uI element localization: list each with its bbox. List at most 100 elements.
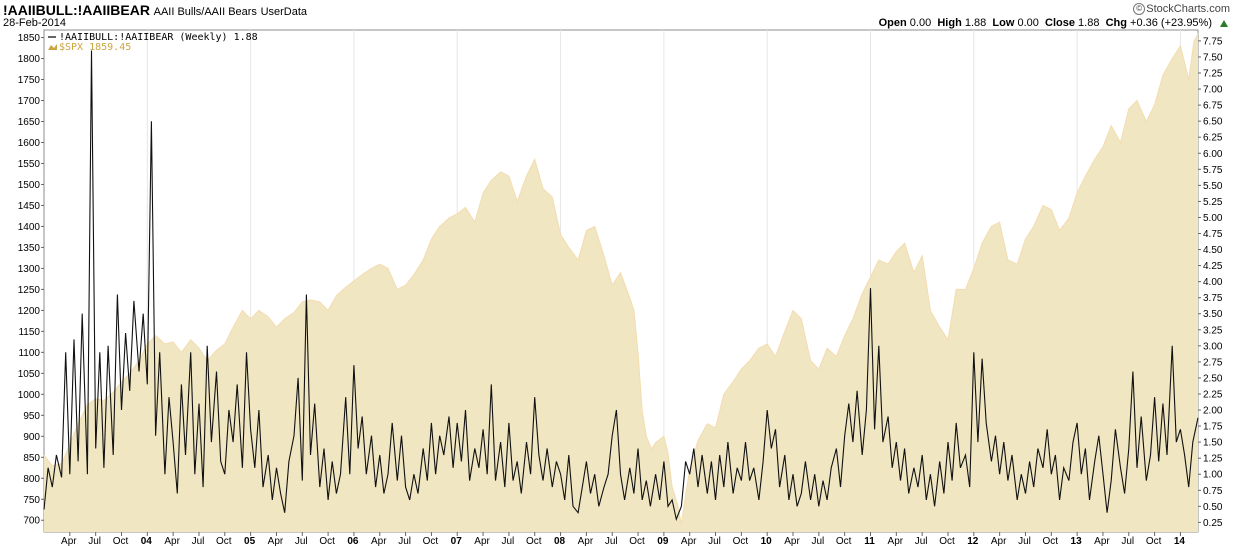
x-tick-label: 13 <box>1071 536 1083 546</box>
x-tick-label: Apr <box>888 536 904 546</box>
left-tick-label: 1500 <box>18 180 41 191</box>
chg-value: +0.36 (+23.95%) <box>1130 17 1212 29</box>
brand-text: StockCharts.com <box>1146 3 1230 15</box>
chg-label: Chg <box>1105 17 1127 29</box>
x-tick-label: Apr <box>268 536 284 546</box>
right-tick-label: 5.75 <box>1203 165 1223 176</box>
left-tick-label: 1350 <box>18 243 41 254</box>
copyright-icon: © <box>1133 3 1146 15</box>
x-tick-label: Oct <box>319 536 335 546</box>
left-tick-label: 1800 <box>18 54 41 65</box>
x-tick-label: Oct <box>216 536 232 546</box>
right-tick-label: 4.00 <box>1203 277 1223 288</box>
left-tick-label: 1150 <box>18 327 40 338</box>
x-tick-label: Jul <box>192 536 205 546</box>
x-tick-label: Apr <box>681 536 697 546</box>
right-tick-label: 5.25 <box>1203 197 1223 208</box>
right-tick-label: 2.25 <box>1203 389 1223 400</box>
left-tick-label: 1450 <box>18 201 41 212</box>
x-tick-label: Apr <box>1094 536 1110 546</box>
right-tick-label: 7.00 <box>1203 85 1223 96</box>
x-tick-label: Oct <box>526 536 542 546</box>
low-label: Low <box>992 17 1015 29</box>
right-tick-label: 6.50 <box>1203 117 1223 128</box>
left-tick-label: 1850 <box>18 33 41 44</box>
x-tick-label: Jul <box>502 536 515 546</box>
x-tick-label: Oct <box>939 536 955 546</box>
right-tick-label: 2.00 <box>1203 406 1223 417</box>
x-tick-label: Oct <box>836 536 852 546</box>
right-tick-label: 4.75 <box>1203 229 1223 240</box>
x-tick-label: Oct <box>1043 536 1059 546</box>
x-tick-label: 10 <box>761 536 773 546</box>
low-value: 0.00 <box>1017 17 1039 29</box>
left-axis: 700 750 800 850 900 950 1000 1050 1100 1150 1200 12… <box>18 33 44 527</box>
left-tick-label: 1750 <box>18 75 41 86</box>
x-tick-label: Jul <box>88 536 101 546</box>
x-tick-label: 08 <box>554 536 566 546</box>
legend: !AAIIBULL:!AAIIBEAR (Weekly) 1.88 $SPX 1… <box>48 32 258 53</box>
x-tick-label: 04 <box>141 536 153 546</box>
left-tick-label: 850 <box>23 453 40 464</box>
chart-title: !AAIIBULL:!AAIIBEAR AAII Bulls/AAII Bear… <box>3 2 307 18</box>
right-tick-label: 6.75 <box>1203 101 1223 112</box>
right-tick-label: 2.50 <box>1203 373 1223 384</box>
bull-bear-ratio-line <box>43 50 1199 522</box>
left-tick-label: 1200 <box>18 306 41 317</box>
high-value: 1.88 <box>964 17 987 29</box>
left-tick-label: 1100 <box>18 348 40 359</box>
chart-symbol: !AAIIBULL:!AAIIBEAR <box>3 2 150 18</box>
x-tick-label: 06 <box>347 536 359 546</box>
left-tick-label: 950 <box>23 411 40 422</box>
left-tick-label: 1600 <box>18 138 41 149</box>
legend-area-marker <box>48 44 57 50</box>
x-tick-label: Jul <box>398 536 411 546</box>
open-label: Open <box>878 17 907 29</box>
right-tick-label: 3.00 <box>1203 341 1223 352</box>
x-tick-label: Apr <box>371 536 387 546</box>
x-tick-label: Jul <box>1018 536 1031 546</box>
x-tick-label: Oct <box>1146 536 1162 546</box>
ohlc-readout: Open 0.00 High 1.88 Low 0.00 Close 1.88 … <box>879 17 1212 29</box>
left-tick-label: 1050 <box>18 369 41 380</box>
right-tick-label: 1.50 <box>1203 438 1223 449</box>
x-tick-label: Jul <box>605 536 618 546</box>
spx-area <box>44 33 1198 533</box>
x-tick-label: Apr <box>578 536 594 546</box>
left-tick-label: 1400 <box>18 222 41 233</box>
x-tick-label: Apr <box>991 536 1007 546</box>
close-label: Close <box>1045 17 1075 29</box>
right-tick-label: 3.25 <box>1203 325 1223 336</box>
chart-subtitle: AAII Bulls/AAII Bears <box>153 6 257 18</box>
x-tick-label: 07 <box>451 536 463 546</box>
chart-source: UserData <box>260 6 308 18</box>
right-tick-label: 3.75 <box>1203 293 1223 304</box>
right-tick-label: 7.75 <box>1203 36 1223 47</box>
right-tick-label: 5.00 <box>1203 213 1223 224</box>
right-tick-label: 4.50 <box>1203 245 1223 256</box>
x-tick-label: Jul <box>915 536 928 546</box>
right-tick-label: 3.50 <box>1203 309 1223 320</box>
high-label: High <box>937 17 962 29</box>
x-tick-label: Apr <box>784 536 800 546</box>
x-tick-label: Apr <box>164 536 180 546</box>
right-tick-label: 4.25 <box>1203 261 1223 272</box>
left-tick-label: 1000 <box>18 390 41 401</box>
right-tick-label: 6.25 <box>1203 133 1223 144</box>
chart-date: 28-Feb-2014 <box>3 17 66 29</box>
x-tick-label: Jul <box>811 536 824 546</box>
x-axis: Apr Jul Oct 04 Apr Jul Oct 05 Apr Jul Oct 06 Apr Jul O… <box>61 532 1185 546</box>
spx-area-edge <box>43 33 1199 525</box>
right-tick-label: 5.50 <box>1203 181 1223 192</box>
right-tick-label: 1.25 <box>1203 454 1223 465</box>
right-tick-label: 0.25 <box>1203 518 1223 529</box>
left-tick-label: 1650 <box>18 117 41 128</box>
x-tick-label: Apr <box>61 536 77 546</box>
x-tick-label: Oct <box>423 536 439 546</box>
brand-link[interactable]: © StockCharts.com <box>1133 3 1230 15</box>
x-tick-label: Apr <box>474 536 490 546</box>
right-tick-label: 1.00 <box>1203 470 1223 481</box>
right-tick-label: 1.75 <box>1203 422 1223 433</box>
x-tick-label: 09 <box>657 536 669 546</box>
